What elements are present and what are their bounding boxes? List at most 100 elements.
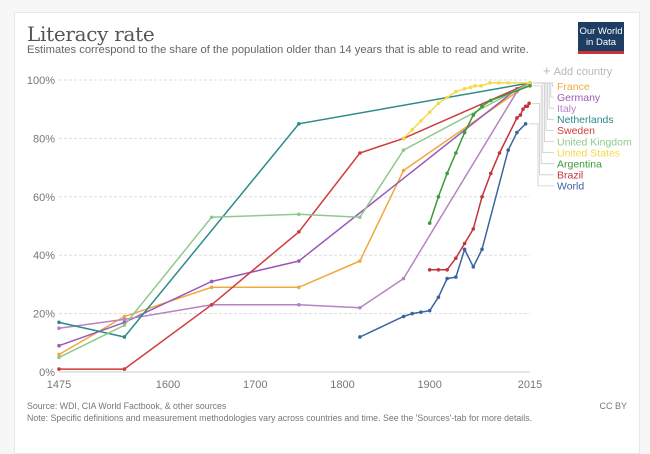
- legend-item-united-states[interactable]: United States: [557, 147, 620, 159]
- data-point: [419, 119, 423, 123]
- data-point: [436, 195, 441, 199]
- legend-item-argentina[interactable]: Argentina: [557, 159, 602, 171]
- data-point: [480, 195, 484, 199]
- data-point: [479, 84, 483, 88]
- data-point: [410, 311, 415, 316]
- series-line: [58, 82, 531, 329]
- legend-item-germany[interactable]: Germany: [557, 92, 601, 104]
- x-axis-ticks: 1475 1600 1700 1800 1900 2015: [47, 379, 542, 391]
- data-point: [122, 314, 127, 319]
- legend-item-brazil[interactable]: Brazil: [557, 170, 583, 182]
- data-point: [506, 81, 510, 85]
- data-point: [445, 276, 449, 281]
- y-tick-label: 60%: [33, 192, 55, 204]
- data-point: [297, 212, 301, 217]
- logo-line-2: in Data: [585, 37, 617, 48]
- series-line: [59, 82, 531, 370]
- data-point: [528, 81, 532, 85]
- data-point: [427, 221, 432, 225]
- data-point: [515, 116, 519, 120]
- data-point: [401, 314, 406, 319]
- data-point: [462, 86, 467, 91]
- series-line: [58, 82, 531, 338]
- note-text: Note: Specific definitions and measureme…: [27, 413, 533, 423]
- license-link[interactable]: CC BY: [599, 401, 627, 411]
- data-point: [471, 265, 476, 269]
- data-point: [57, 326, 61, 331]
- line-chart: 0% 20% 40% 60% 80% 100% 1475 1600 1700 1800 1900 2…: [27, 75, 632, 391]
- data-point: [436, 101, 441, 106]
- data-point: [297, 303, 301, 307]
- data-point: [419, 310, 423, 314]
- series-argentina[interactable]: [427, 84, 532, 225]
- data-point: [122, 335, 127, 339]
- series-brazil[interactable]: [427, 101, 531, 272]
- legend-item-netherlands[interactable]: Netherlands: [557, 114, 614, 126]
- chart-subtitle: Estimates correspond to the share of the…: [27, 44, 529, 56]
- data-point: [358, 151, 362, 155]
- y-tick-label: 20%: [33, 309, 55, 321]
- legend-item-united-kingdom[interactable]: United Kingdom: [557, 136, 632, 148]
- data-point: [401, 276, 406, 281]
- x-tick-label: 1700: [243, 379, 267, 391]
- y-axis-ticks: 0% 20% 40% 60% 80% 100%: [27, 75, 55, 379]
- series-world[interactable]: [358, 122, 528, 339]
- data-point: [297, 230, 301, 234]
- data-point: [122, 367, 127, 371]
- add-country-label: Add country: [553, 66, 613, 78]
- series-lines: [57, 81, 532, 371]
- chart-title: Literacy rate: [27, 22, 155, 46]
- legend-item-sweden[interactable]: Sweden: [557, 125, 595, 137]
- data-point: [209, 303, 214, 307]
- plus-icon: +: [543, 63, 551, 78]
- legend-connector: [528, 123, 554, 187]
- x-tick-label: 2015: [518, 379, 542, 391]
- owid-logo[interactable]: Our World in Data: [578, 22, 624, 54]
- series-united-states[interactable]: [401, 81, 532, 141]
- data-point: [297, 285, 301, 290]
- legend-connector: [533, 85, 554, 165]
- series-france[interactable]: [57, 81, 532, 357]
- source-text: Source: WDI, CIA World Factbook, & other…: [27, 401, 227, 411]
- data-point: [209, 279, 214, 284]
- data-point: [480, 247, 484, 252]
- legend-connector: [533, 82, 554, 153]
- data-point: [454, 256, 458, 260]
- series-united-kingdom[interactable]: [57, 81, 532, 360]
- data-point: [427, 308, 432, 313]
- data-point: [488, 98, 493, 103]
- data-point: [57, 343, 61, 348]
- data-point: [57, 320, 61, 325]
- legend-item-italy[interactable]: Italy: [557, 103, 577, 115]
- x-tick-label: 1600: [156, 379, 180, 391]
- legend-item-world[interactable]: World: [557, 181, 584, 193]
- data-point: [506, 148, 510, 152]
- series-italy[interactable]: [57, 81, 532, 331]
- data-point: [488, 171, 493, 176]
- data-point: [445, 171, 449, 176]
- data-point: [427, 110, 432, 114]
- y-tick-label: 100%: [27, 75, 55, 87]
- legend-connector: [532, 102, 554, 176]
- data-point: [521, 107, 525, 111]
- legend-item-france[interactable]: France: [557, 81, 590, 93]
- legend-connector: [533, 82, 554, 98]
- data-point: [445, 268, 449, 272]
- series-line: [58, 82, 531, 359]
- data-point: [462, 130, 467, 135]
- x-tick-label: 1800: [330, 379, 354, 391]
- data-point: [468, 85, 473, 90]
- series-sweden[interactable]: [57, 81, 532, 371]
- data-point: [401, 168, 406, 173]
- data-point: [527, 101, 531, 106]
- data-point: [496, 81, 501, 85]
- data-point: [57, 352, 61, 357]
- data-point: [122, 317, 127, 322]
- data-point: [410, 127, 415, 132]
- data-point: [358, 305, 362, 310]
- data-point: [445, 95, 449, 100]
- data-point: [454, 151, 458, 155]
- data-point: [401, 148, 406, 152]
- data-point: [358, 259, 362, 263]
- add-country-button[interactable]: + Add country: [543, 63, 612, 78]
